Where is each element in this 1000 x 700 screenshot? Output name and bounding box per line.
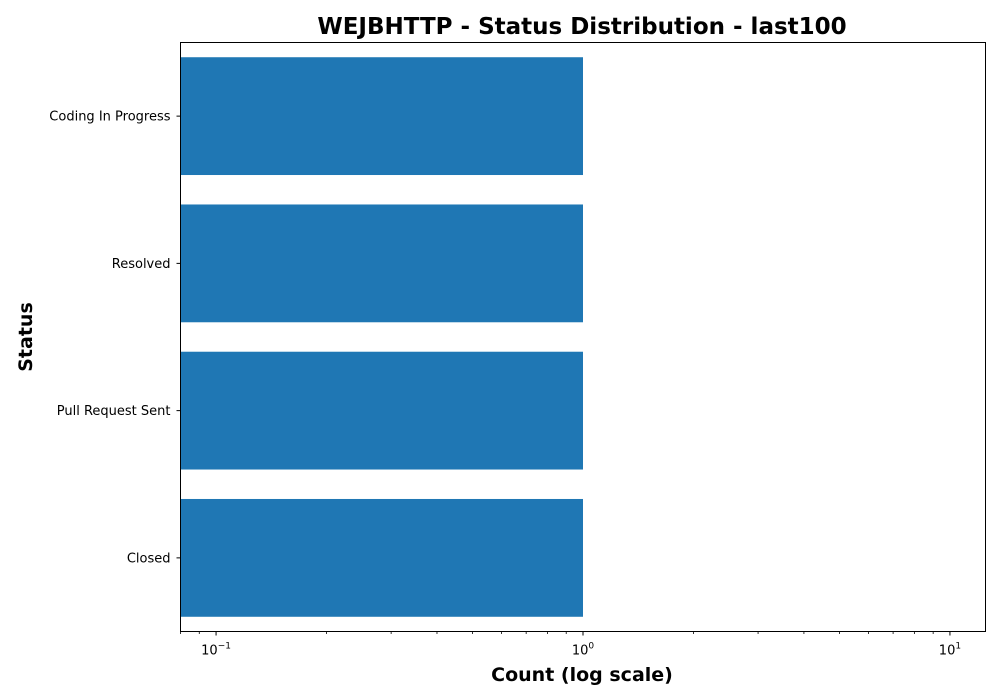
y-tick-label: Resolved	[112, 257, 171, 272]
bar	[180, 351, 583, 470]
bar	[180, 57, 583, 176]
y-axis-label: Status	[15, 302, 37, 372]
bar	[180, 498, 583, 617]
x-tick-label: 10−1	[201, 642, 231, 659]
x-tick-label: 101	[939, 642, 961, 659]
bar-group	[180, 57, 583, 617]
y-tick-label: Pull Request Sent	[57, 404, 171, 419]
x-axis-ticks: 10−1 100 101	[180, 631, 961, 659]
y-tick-label: Coding In Progress	[49, 110, 170, 125]
plot-frame	[180, 42, 986, 632]
x-axis-label: Count (log scale)	[491, 664, 673, 686]
bar	[180, 204, 583, 323]
chart-title: WEJBHTTP - Status Distribution - last100	[317, 14, 846, 40]
y-tick-label: Closed	[127, 551, 171, 566]
x-tick-label: 100	[572, 642, 595, 659]
y-axis-ticks: Coding In Progress Resolved Pull Request S…	[49, 110, 181, 566]
